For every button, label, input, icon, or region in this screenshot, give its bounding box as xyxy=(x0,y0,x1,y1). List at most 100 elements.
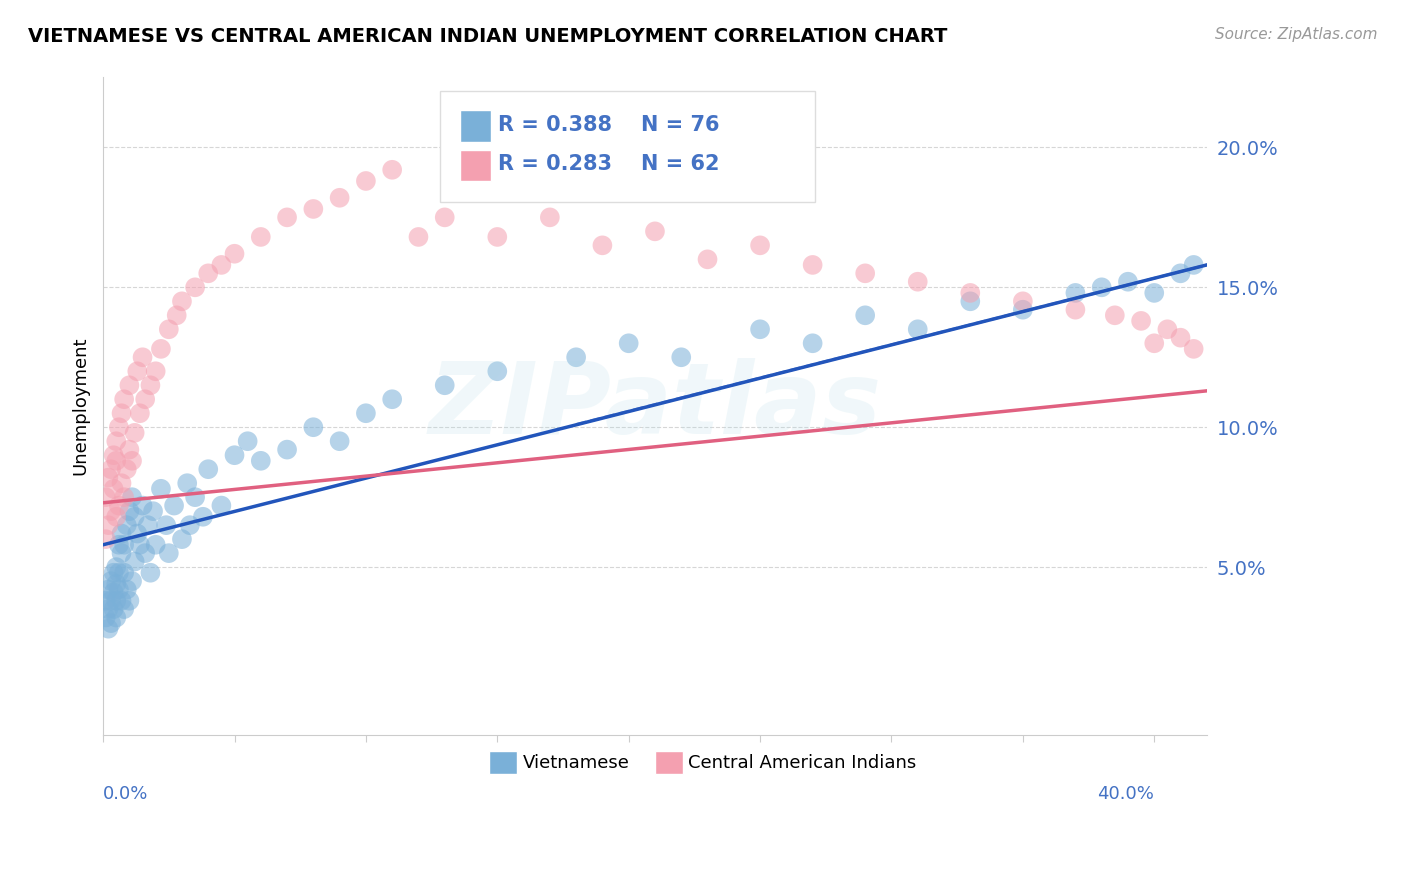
Point xyxy=(112,602,135,616)
Point xyxy=(801,336,824,351)
Point xyxy=(97,622,120,636)
Point xyxy=(907,275,929,289)
Point xyxy=(224,246,246,260)
Point xyxy=(105,454,128,468)
Text: R = 0.388    N = 76: R = 0.388 N = 76 xyxy=(498,115,720,135)
Point xyxy=(97,582,120,597)
Point xyxy=(197,462,219,476)
Point xyxy=(100,616,122,631)
Point xyxy=(139,378,162,392)
Point xyxy=(224,448,246,462)
Point xyxy=(105,509,128,524)
Point xyxy=(115,518,138,533)
Point xyxy=(170,532,193,546)
FancyBboxPatch shape xyxy=(460,150,491,181)
Point xyxy=(131,499,153,513)
Point xyxy=(671,351,693,365)
Point xyxy=(124,425,146,440)
Point xyxy=(801,258,824,272)
Point xyxy=(354,174,377,188)
Point xyxy=(486,364,509,378)
Point xyxy=(100,462,122,476)
FancyBboxPatch shape xyxy=(460,111,491,142)
Point xyxy=(94,610,117,624)
Point xyxy=(1170,266,1192,280)
Point xyxy=(184,490,207,504)
Point xyxy=(134,546,156,560)
Point xyxy=(408,230,430,244)
Point xyxy=(696,252,718,267)
Point xyxy=(1011,294,1033,309)
Point xyxy=(121,490,143,504)
Text: Central American Indians: Central American Indians xyxy=(688,755,917,772)
Point xyxy=(108,582,131,597)
Point xyxy=(124,509,146,524)
Point xyxy=(94,490,117,504)
Point xyxy=(236,434,259,449)
Point xyxy=(103,482,125,496)
Point xyxy=(94,593,117,607)
Point xyxy=(127,526,149,541)
Point xyxy=(118,504,141,518)
Point xyxy=(959,285,981,300)
Point xyxy=(118,378,141,392)
Point xyxy=(112,392,135,407)
Point xyxy=(565,351,588,365)
Point xyxy=(433,211,456,225)
Point xyxy=(115,462,138,476)
Point xyxy=(853,308,876,322)
Point xyxy=(108,538,131,552)
FancyBboxPatch shape xyxy=(440,91,815,202)
Point xyxy=(103,566,125,580)
Point xyxy=(129,538,152,552)
Text: Source: ZipAtlas.com: Source: ZipAtlas.com xyxy=(1215,27,1378,42)
Point xyxy=(1143,285,1166,300)
Point xyxy=(112,566,135,580)
Point xyxy=(105,434,128,449)
Point xyxy=(1156,322,1178,336)
Point xyxy=(176,476,198,491)
Point xyxy=(149,482,172,496)
Point xyxy=(329,434,352,449)
Point xyxy=(131,351,153,365)
Point xyxy=(302,420,325,434)
Point xyxy=(105,560,128,574)
Point xyxy=(170,294,193,309)
Point xyxy=(97,602,120,616)
Point xyxy=(145,364,167,378)
Point xyxy=(197,266,219,280)
Point xyxy=(191,509,214,524)
Point xyxy=(100,504,122,518)
Point xyxy=(381,392,404,407)
Point xyxy=(907,322,929,336)
Point xyxy=(105,593,128,607)
Point xyxy=(103,585,125,599)
Point xyxy=(145,538,167,552)
Point xyxy=(1104,308,1126,322)
Point xyxy=(100,574,122,588)
Point xyxy=(179,518,201,533)
Point xyxy=(110,546,132,560)
Point xyxy=(105,577,128,591)
Point xyxy=(486,230,509,244)
Point xyxy=(118,442,141,457)
Point xyxy=(749,322,772,336)
Point xyxy=(157,322,180,336)
Point xyxy=(94,532,117,546)
Point xyxy=(1170,331,1192,345)
Point xyxy=(115,582,138,597)
Point xyxy=(1182,342,1205,356)
Point xyxy=(591,238,613,252)
Point xyxy=(209,258,232,272)
Point xyxy=(329,191,352,205)
Text: Vietnamese: Vietnamese xyxy=(523,755,630,772)
Point xyxy=(157,546,180,560)
FancyBboxPatch shape xyxy=(489,751,517,774)
Text: ZIPatlas: ZIPatlas xyxy=(429,358,882,455)
Point xyxy=(644,224,666,238)
Text: R = 0.283    N = 62: R = 0.283 N = 62 xyxy=(498,154,720,174)
Point xyxy=(97,518,120,533)
Point xyxy=(1064,285,1087,300)
Point xyxy=(155,518,177,533)
Point xyxy=(249,454,271,468)
